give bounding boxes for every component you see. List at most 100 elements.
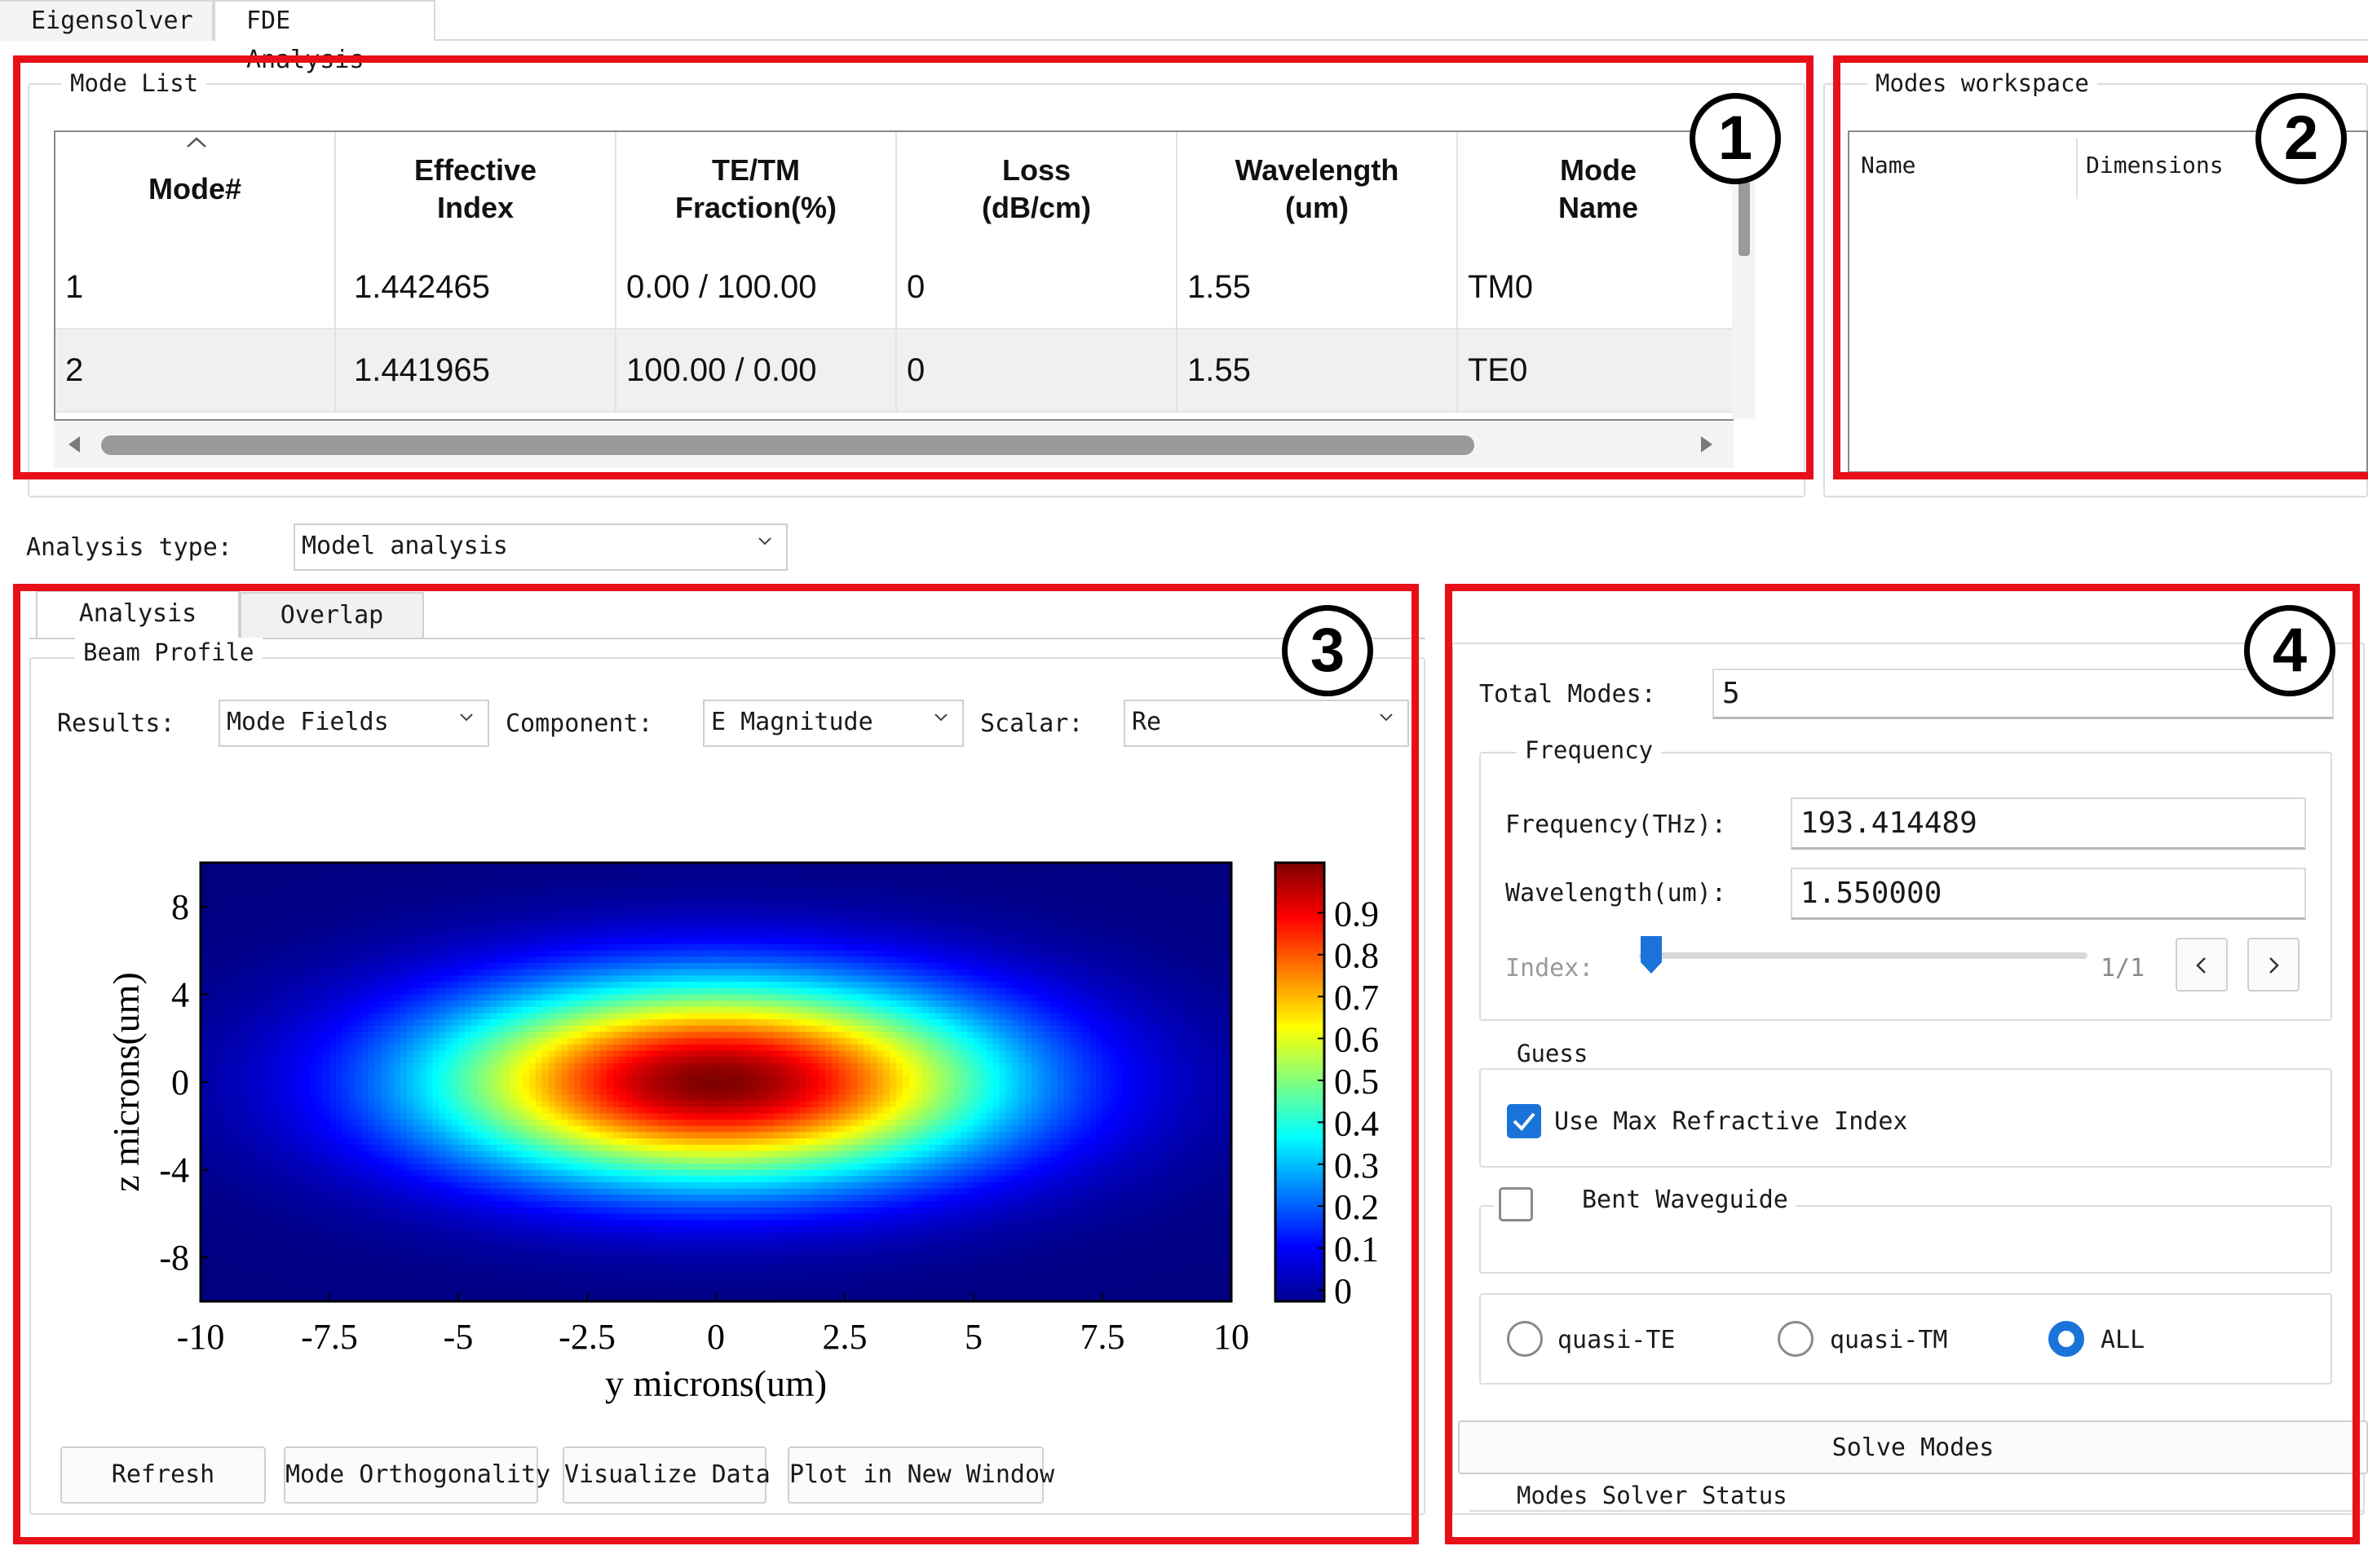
heatmap-cell (426, 932, 434, 939)
heatmap-cell (356, 1032, 363, 1039)
heatmap-cell (452, 1126, 459, 1133)
heatmap-cell (291, 1189, 298, 1195)
workspace-col-name[interactable]: Name (1861, 152, 1915, 179)
heatmap-cell (439, 1182, 446, 1189)
heatmap-cell (652, 925, 659, 932)
heatmap-cell (381, 1289, 388, 1296)
heatmap-cell (587, 1045, 594, 1051)
col-header-effective-index[interactable]: Effective Index (336, 132, 616, 246)
tab-eigensolver[interactable]: Eigensolver (0, 0, 214, 41)
tab-fde-analysis[interactable]: FDE Analysis (214, 0, 435, 41)
scroll-right-icon[interactable] (1698, 434, 1716, 455)
heatmap-cell (497, 1007, 504, 1014)
heatmap-cell (458, 1164, 466, 1170)
heatmap-cell (484, 1082, 492, 1089)
results-select[interactable]: Mode Fields (219, 700, 489, 747)
heatmap-cell (561, 1032, 568, 1039)
heatmap-cell (233, 1289, 241, 1296)
heatmap-cell (568, 1101, 575, 1107)
heatmap-cell (220, 881, 228, 888)
workspace-col-dimensions[interactable]: Dimensions (2086, 152, 2224, 179)
heatmap-cell (529, 1289, 537, 1296)
heatmap-cell (497, 944, 504, 951)
heatmap-cell (394, 1026, 401, 1032)
heatmap-cell (413, 1283, 421, 1289)
heatmap-cell (497, 1213, 504, 1220)
heatmap-cell (387, 1057, 395, 1063)
component-select[interactable]: E Magnitude (703, 700, 964, 747)
heatmap-cell (349, 1089, 356, 1095)
heatmap-cell (387, 1182, 395, 1189)
heatmap-cell (471, 1270, 479, 1277)
chevron-down-icon (458, 709, 475, 726)
heatmap-cell (387, 1045, 395, 1051)
heatmap-cell (342, 894, 350, 900)
heatmap-cell (439, 1120, 446, 1126)
heatmap-cell (323, 1182, 330, 1189)
heatmap-cell (555, 1270, 563, 1277)
tab-overlap[interactable]: Overlap (240, 592, 424, 638)
heatmap-cell (349, 963, 356, 970)
heatmap-cell (394, 975, 401, 982)
col-header-loss[interactable]: Loss (dB/cm) (897, 132, 1177, 246)
heatmap-cell (625, 970, 633, 976)
heatmap-cell (239, 1007, 246, 1014)
heatmap-cell (568, 1264, 575, 1270)
heatmap-cell (356, 1057, 363, 1063)
heatmap-cell (652, 944, 659, 951)
heatmap-cell (625, 963, 633, 970)
heatmap-cell (426, 1289, 434, 1296)
heatmap-cell (581, 1195, 588, 1201)
heatmap-cell (323, 1082, 330, 1089)
heatmap-cell (323, 1257, 330, 1264)
heatmap-cell (625, 1113, 633, 1120)
col-header-tetm-fraction[interactable]: TE/TM Fraction(%) (616, 132, 897, 246)
horizontal-scrollbar[interactable] (54, 421, 1734, 468)
heatmap-cell (381, 1226, 388, 1233)
heatmap-cell (258, 907, 266, 913)
vertical-scrollbar-thumb[interactable] (1738, 181, 1750, 256)
heatmap-cell (607, 925, 614, 932)
table-row[interactable]: 1 1.442465 0.00 / 100.00 0 1.55 TM0 (55, 246, 1734, 329)
heatmap-cell (233, 1151, 241, 1158)
scalar-select[interactable]: Re (1124, 700, 1409, 747)
heatmap-cell (342, 1257, 350, 1264)
beam-profile-plot[interactable]: -10 -7.5 -5 -2.5 0 2.5 5 7.5 10 8 4 0 -4 -8 0.9 0.8 0.… (57, 763, 1407, 1425)
heatmap-cell (561, 1276, 568, 1283)
heatmap-cell (491, 1157, 498, 1164)
heatmap-cell (620, 1252, 627, 1258)
scroll-left-icon[interactable] (65, 434, 83, 455)
heatmap-cell (233, 1252, 241, 1258)
heatmap-cell (323, 1045, 330, 1051)
heatmap-cell (265, 1132, 272, 1138)
heatmap-cell (561, 1026, 568, 1032)
heatmap-cell (516, 1063, 524, 1070)
heatmap-cell (465, 1019, 472, 1026)
heatmap-cell (549, 988, 556, 995)
heatmap-cell (285, 932, 292, 939)
heatmap-cell (645, 1264, 652, 1270)
table-row[interactable]: 2 1.441965 100.00 / 0.00 0 1.55 TE0 (55, 329, 1734, 413)
heatmap-cell (342, 1094, 350, 1101)
heatmap-cell (549, 912, 556, 919)
heatmap-cell (620, 1057, 627, 1063)
heatmap-cell (439, 881, 446, 888)
heatmap-cell (220, 1032, 228, 1039)
horizontal-scrollbar-thumb[interactable] (101, 435, 1474, 455)
heatmap-cell (638, 1164, 646, 1170)
heatmap-cell (426, 1226, 434, 1233)
heatmap-cell (258, 1257, 266, 1264)
analysis-type-select[interactable]: Model analysis (294, 523, 788, 571)
col-header-wavelength[interactable]: Wavelength (um) (1177, 132, 1458, 246)
heatmap-cell (356, 1239, 363, 1245)
heatmap-cell (587, 951, 594, 957)
heatmap-cell (227, 1113, 234, 1120)
heatmap-cell (394, 982, 401, 988)
heatmap-cell (303, 1276, 311, 1283)
tab-analysis[interactable]: Analysis (36, 590, 240, 638)
heatmap-cell (555, 1138, 563, 1145)
heatmap-cell (407, 970, 414, 976)
heatmap-cell (303, 1245, 311, 1252)
heatmap-cell (529, 919, 537, 925)
heatmap-cell (272, 894, 279, 900)
